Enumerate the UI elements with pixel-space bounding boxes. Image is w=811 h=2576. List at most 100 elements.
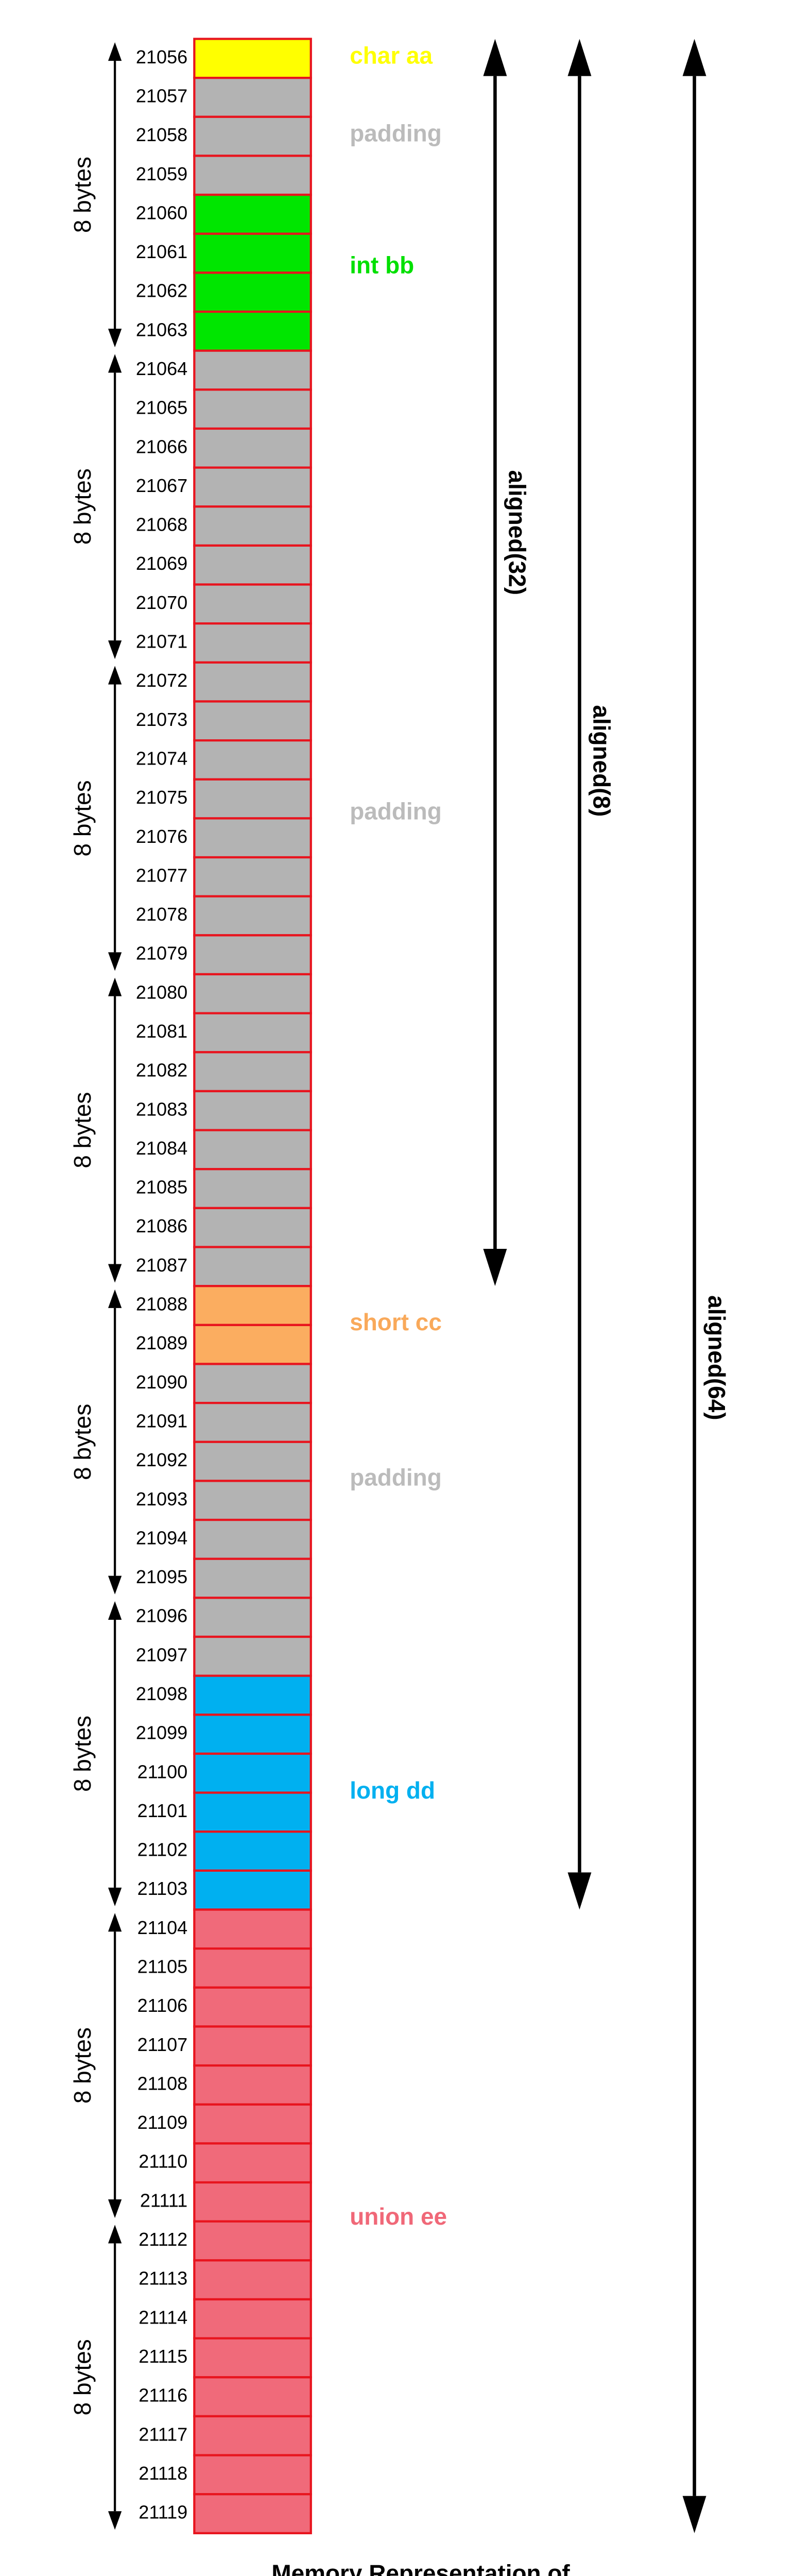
memory-cell: [193, 310, 312, 352]
address-label: 21101: [137, 1800, 188, 1821]
address-label: 21086: [136, 1215, 187, 1236]
memory-cell: [193, 661, 312, 703]
address-label: 21056: [136, 46, 187, 67]
memory-cell: [193, 1324, 312, 1365]
memory-cell: [193, 1090, 312, 1131]
address-label: 21072: [136, 670, 187, 691]
caption-line1: Memory Representation of: [271, 2560, 570, 2576]
memory-cell: [193, 232, 312, 274]
memory-cell: [193, 544, 312, 586]
memory-cell: [193, 1752, 312, 1794]
memory-cell: [193, 700, 312, 742]
alignment-label: aligned(64): [703, 1295, 730, 1420]
memory-cell: [193, 193, 312, 235]
field-label: long dd: [350, 1777, 435, 1804]
byte-group-arrow-head: [108, 2225, 122, 2244]
memory-cell: [193, 1635, 312, 1677]
memory-cell: [193, 1207, 312, 1248]
byte-group-arrow-head: [108, 1887, 122, 1906]
memory-cell: [193, 1440, 312, 1482]
address-label: 21118: [139, 2463, 187, 2484]
address-label: 21063: [136, 319, 187, 340]
memory-cell: [193, 1051, 312, 1093]
byte-group-arrow-head: [108, 354, 122, 373]
memory-cell: [193, 1674, 312, 1716]
memory-cell: [193, 2064, 312, 2106]
alignment-arrow-head: [483, 1248, 507, 1286]
address-label: 21077: [136, 865, 187, 886]
address-label: 21110: [139, 2151, 187, 2172]
address-label: 21070: [136, 592, 187, 613]
byte-group-arrow-head: [108, 640, 122, 659]
byte-group-arrow-head: [108, 952, 122, 971]
field-label: padding: [350, 120, 442, 147]
byte-group-arrow-head: [108, 2199, 122, 2218]
memory-cell: [193, 817, 312, 859]
address-label: 21081: [136, 1021, 187, 1042]
alignment-arrow-head: [567, 39, 592, 76]
address-label: 21114: [139, 2307, 187, 2328]
address-label: 21085: [136, 1177, 187, 1198]
memory-cell: [193, 272, 312, 313]
memory-cell: [193, 2103, 312, 2145]
field-label: int bb: [350, 252, 414, 279]
field-label: padding: [350, 1464, 442, 1491]
address-label: 21107: [137, 2034, 188, 2055]
byte-group-label: 8 bytes: [69, 157, 96, 233]
memory-cell: [193, 2454, 312, 2496]
memory-cell: [193, 934, 312, 976]
memory-cell: [193, 349, 312, 391]
byte-group-label: 8 bytes: [69, 1092, 96, 1168]
address-label: 21061: [136, 241, 187, 262]
memory-cell: [193, 2298, 312, 2340]
byte-group-label: 8 bytes: [69, 1716, 96, 1792]
memory-cell: [193, 2493, 312, 2535]
address-label: 21083: [136, 1098, 187, 1120]
byte-group-label: 8 bytes: [69, 1404, 96, 1480]
address-label: 21112: [139, 2229, 187, 2250]
address-label: 21065: [136, 397, 187, 418]
memory-cell: [193, 583, 312, 625]
address-label: 21064: [136, 358, 187, 379]
alignment-arrow-head: [682, 39, 706, 76]
address-label: 21088: [136, 1294, 187, 1315]
address-label: 21066: [136, 436, 187, 457]
byte-group-arrow-head: [108, 1913, 122, 1932]
address-label: 21084: [136, 1138, 187, 1159]
address-label: 21078: [136, 904, 187, 925]
memory-cell: [193, 1791, 312, 1833]
memory-cell: [193, 1480, 312, 1521]
address-label: 21116: [139, 2385, 187, 2406]
memory-cell: [193, 1363, 312, 1404]
address-label: 21103: [137, 1878, 188, 1899]
address-label: 21094: [136, 1527, 187, 1548]
memory-cell: [193, 1947, 312, 1989]
address-label: 21109: [137, 2112, 188, 2133]
address-label: 21117: [139, 2424, 187, 2445]
address-label: 21119: [139, 2502, 187, 2523]
memory-cell: [193, 115, 312, 157]
field-label: char aa: [350, 42, 433, 69]
memory-cell: [193, 1597, 312, 1638]
byte-group-arrow-head: [108, 42, 122, 61]
address-label: 21098: [136, 1683, 187, 1704]
address-label: 21076: [136, 826, 187, 847]
memory-cell: [193, 622, 312, 664]
alignment-arrow-head: [682, 2496, 706, 2533]
alignment-label: aligned(32): [504, 470, 531, 596]
alignment-label: aligned(8): [589, 705, 615, 817]
memory-cell: [193, 1012, 312, 1054]
memory-cell: [193, 1168, 312, 1210]
address-label: 21068: [136, 514, 187, 535]
address-label: 21108: [137, 2073, 188, 2094]
byte-group-arrow-head: [108, 1289, 122, 1308]
address-label: 21104: [137, 1917, 188, 1938]
byte-group-label: 8 bytes: [69, 2027, 96, 2104]
memory-cell: [193, 739, 312, 781]
memory-cell: [193, 1714, 312, 1755]
field-label: union ee: [350, 2203, 447, 2230]
memory-cell: [193, 466, 312, 508]
memory-cell: [193, 2142, 312, 2184]
